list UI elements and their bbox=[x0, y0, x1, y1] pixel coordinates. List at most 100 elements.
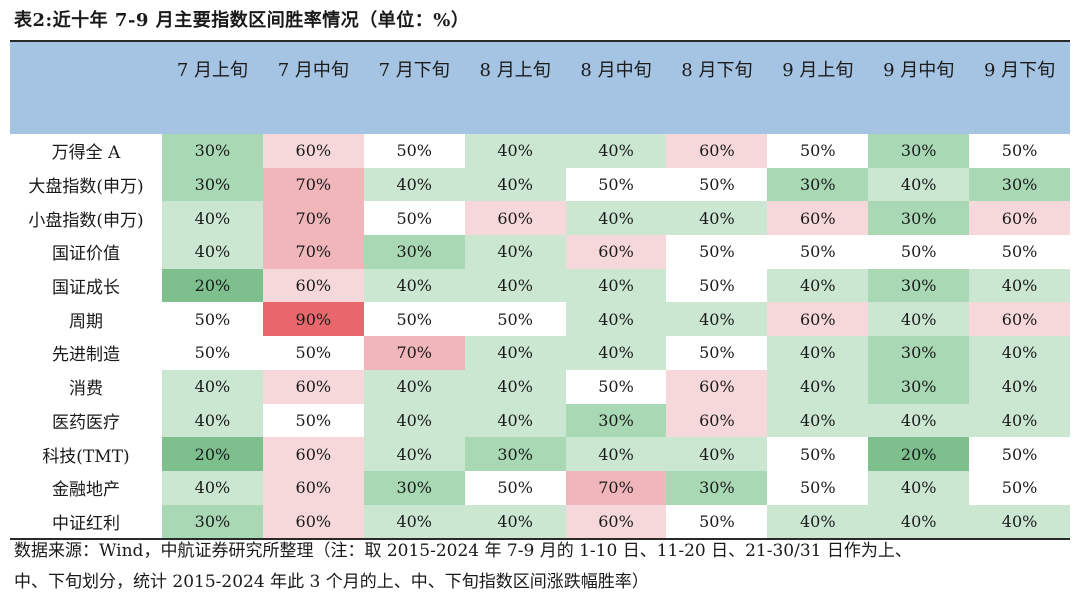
win-rate-cell: 50% bbox=[868, 235, 970, 269]
win-rate-cell: 40% bbox=[565, 134, 667, 168]
win-rate-cell: 30% bbox=[363, 470, 465, 505]
win-rate-cell: 20% bbox=[162, 268, 263, 303]
source-note: 数据来源：Wind，中航证券研究所整理（注：取 2015-2024 年 7-9 … bbox=[14, 536, 1074, 598]
win-rate-cell: 60% bbox=[262, 268, 364, 303]
row-label: 国证价值 bbox=[10, 235, 162, 269]
win-rate-cell: 40% bbox=[565, 201, 667, 236]
win-rate-cell: 40% bbox=[969, 504, 1071, 540]
table-row: 国证成长 20% 60% 40% 40% 40% 50% 40% 30% 40% bbox=[10, 268, 1071, 303]
win-rate-cell: 50% bbox=[363, 302, 465, 337]
win-rate-cell: 40% bbox=[969, 403, 1071, 438]
win-rate-cell: 40% bbox=[162, 235, 263, 269]
win-rate-cell: 40% bbox=[565, 268, 667, 303]
win-rate-cell: 50% bbox=[565, 167, 667, 202]
win-rate-cell: 40% bbox=[868, 504, 970, 540]
win-rate-cell: 20% bbox=[162, 437, 263, 471]
win-rate-cell: 60% bbox=[969, 302, 1071, 337]
win-rate-cell: 40% bbox=[767, 369, 869, 404]
table-row: 科技(TMT) 20% 60% 40% 30% 40% 40% 50% 20% 50% bbox=[10, 437, 1071, 471]
table-row: 小盘指数(申万) 40% 70% 50% 60% 40% 40% 60% 30% 60% bbox=[10, 201, 1071, 236]
win-rate-cell: 30% bbox=[363, 235, 465, 269]
table-row: 万得全 A 30% 60% 50% 40% 40% 60% 50% 30% 50% bbox=[10, 134, 1071, 168]
row-label: 消费 bbox=[10, 369, 162, 404]
win-rate-cell: 60% bbox=[666, 369, 768, 404]
win-rate-cell: 50% bbox=[262, 336, 364, 370]
win-rate-cell: 50% bbox=[666, 235, 768, 269]
win-rate-table-container: 7 月上旬 7 月中旬 7 月下旬 8 月上旬 8 月中旬 8 月下旬 9 月上… bbox=[10, 40, 1071, 540]
row-label: 小盘指数(申万) bbox=[10, 201, 162, 236]
win-rate-cell: 30% bbox=[868, 134, 970, 168]
win-rate-cell: 40% bbox=[464, 134, 566, 168]
win-rate-cell: 40% bbox=[868, 470, 970, 505]
win-rate-cell: 60% bbox=[262, 134, 364, 168]
win-rate-table: 7 月上旬 7 月中旬 7 月下旬 8 月上旬 8 月中旬 8 月下旬 9 月上… bbox=[10, 40, 1071, 540]
win-rate-cell: 40% bbox=[162, 470, 263, 505]
win-rate-cell: 50% bbox=[363, 134, 465, 168]
win-rate-cell: 20% bbox=[868, 437, 970, 471]
source-note-line: 中、下旬划分，统计 2015-2024 年此 3 个月的上、中、下旬指数区间涨跌… bbox=[14, 572, 649, 592]
table-row: 周期 50% 90% 50% 50% 40% 40% 60% 40% 60% bbox=[10, 302, 1071, 337]
win-rate-cell: 30% bbox=[868, 336, 970, 370]
table-row: 大盘指数(申万) 30% 70% 40% 40% 50% 50% 30% 40% 30% bbox=[10, 167, 1071, 202]
win-rate-cell: 40% bbox=[363, 268, 465, 303]
row-label: 周期 bbox=[10, 302, 162, 337]
win-rate-cell: 40% bbox=[565, 437, 667, 471]
win-rate-cell: 40% bbox=[363, 167, 465, 202]
win-rate-cell: 40% bbox=[969, 268, 1071, 303]
win-rate-cell: 40% bbox=[162, 403, 263, 438]
win-rate-cell: 30% bbox=[162, 134, 263, 168]
win-rate-cell: 40% bbox=[565, 302, 667, 337]
win-rate-cell: 50% bbox=[969, 134, 1071, 168]
win-rate-cell: 60% bbox=[262, 470, 364, 505]
win-rate-cell: 50% bbox=[969, 437, 1071, 471]
table-row: 国证价值 40% 70% 30% 40% 60% 50% 50% 50% 50% bbox=[10, 235, 1071, 269]
win-rate-cell: 50% bbox=[464, 470, 566, 505]
win-rate-cell: 50% bbox=[969, 235, 1071, 269]
header-row: 7 月上旬 7 月中旬 7 月下旬 8 月上旬 8 月中旬 8 月下旬 9 月上… bbox=[10, 41, 1071, 134]
win-rate-cell: 50% bbox=[162, 302, 263, 337]
win-rate-cell: 40% bbox=[464, 369, 566, 404]
table-row: 先进制造 50% 50% 70% 40% 40% 50% 40% 30% 40% bbox=[10, 336, 1071, 370]
win-rate-cell: 40% bbox=[868, 167, 970, 202]
win-rate-cell: 60% bbox=[262, 504, 364, 540]
win-rate-cell: 40% bbox=[666, 302, 768, 337]
win-rate-cell: 50% bbox=[666, 504, 768, 540]
column-header: 7 月下旬 bbox=[363, 41, 465, 134]
win-rate-cell: 70% bbox=[262, 167, 364, 202]
win-rate-cell: 60% bbox=[262, 437, 364, 471]
win-rate-cell: 30% bbox=[868, 268, 970, 303]
table-row: 消费 40% 60% 40% 40% 50% 60% 40% 30% 40% bbox=[10, 369, 1071, 404]
win-rate-cell: 40% bbox=[767, 403, 869, 438]
row-label: 先进制造 bbox=[10, 336, 162, 370]
win-rate-cell: 30% bbox=[162, 167, 263, 202]
row-label: 医药医疗 bbox=[10, 403, 162, 438]
column-header: 9 月上旬 bbox=[767, 41, 869, 134]
win-rate-cell: 50% bbox=[262, 403, 364, 438]
win-rate-cell: 40% bbox=[363, 504, 465, 540]
win-rate-cell: 40% bbox=[767, 268, 869, 303]
column-header: 8 月下旬 bbox=[666, 41, 768, 134]
table-title: 表2:近十年 7-9 月主要指数区间胜率情况（单位：%） bbox=[14, 10, 470, 31]
row-label: 万得全 A bbox=[10, 134, 162, 168]
win-rate-cell: 60% bbox=[666, 403, 768, 438]
win-rate-cell: 60% bbox=[464, 201, 566, 236]
win-rate-cell: 40% bbox=[464, 504, 566, 540]
win-rate-cell: 70% bbox=[363, 336, 465, 370]
win-rate-cell: 50% bbox=[464, 302, 566, 337]
win-rate-cell: 70% bbox=[565, 470, 667, 505]
win-rate-cell: 40% bbox=[464, 167, 566, 202]
win-rate-cell: 70% bbox=[262, 201, 364, 236]
row-label: 金融地产 bbox=[10, 470, 162, 505]
win-rate-cell: 50% bbox=[767, 437, 869, 471]
win-rate-cell: 60% bbox=[262, 369, 364, 404]
win-rate-cell: 30% bbox=[666, 470, 768, 505]
header-corner bbox=[10, 41, 162, 134]
win-rate-cell: 60% bbox=[565, 235, 667, 269]
win-rate-cell: 70% bbox=[262, 235, 364, 269]
table-row: 金融地产 40% 60% 30% 50% 70% 30% 50% 40% 50% bbox=[10, 470, 1071, 505]
win-rate-cell: 40% bbox=[969, 336, 1071, 370]
win-rate-cell: 40% bbox=[363, 403, 465, 438]
column-header: 7 月上旬 bbox=[162, 41, 263, 134]
win-rate-cell: 40% bbox=[565, 336, 667, 370]
win-rate-cell: 60% bbox=[565, 504, 667, 540]
